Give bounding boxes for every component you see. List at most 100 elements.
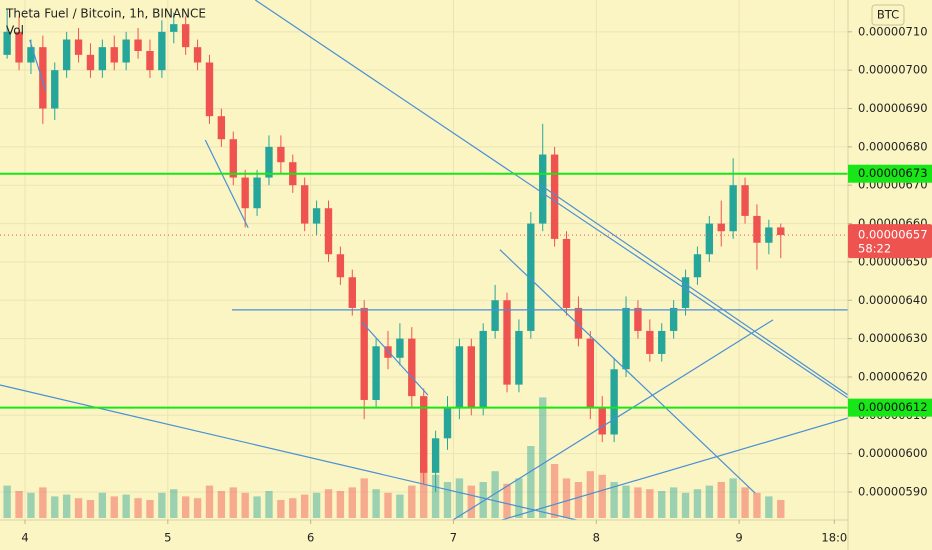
y-tick-label: 0.00000600: [858, 446, 928, 460]
x-tick-label: 6: [307, 531, 314, 545]
candle-body: [717, 223, 725, 232]
candle-body: [646, 330, 654, 354]
volume-bar: [658, 491, 666, 518]
candle-body: [503, 300, 511, 385]
volume-bar: [98, 492, 107, 518]
volume-bar: [634, 487, 642, 518]
volume-bar: [158, 492, 166, 518]
volume-bar: [348, 487, 356, 518]
candle-body: [777, 227, 785, 236]
x-tick-label: 7: [450, 531, 457, 545]
volume-bar: [408, 485, 416, 518]
volume-bar: [777, 500, 785, 518]
volume-bar: [193, 498, 202, 518]
y-tick-label: 0.00000640: [858, 293, 928, 307]
y-tick-label: 0.00000680: [858, 139, 928, 153]
candles: [3, 8, 785, 493]
trend-line: [499, 417, 848, 520]
trend-line: [451, 319, 774, 520]
candle-body: [146, 51, 154, 71]
candle-body: [62, 39, 71, 71]
candle-body: [443, 407, 452, 439]
candle-body: [324, 208, 333, 255]
candle-body: [181, 24, 190, 48]
candle-body: [336, 254, 345, 278]
volume-bar: [431, 474, 440, 518]
candle-body: [610, 369, 618, 435]
volume-bar: [729, 478, 737, 518]
candle-body: [39, 47, 47, 109]
countdown: 58:22: [858, 242, 891, 256]
volume-bar: [574, 482, 583, 518]
candle-body: [420, 396, 428, 473]
volume-bar: [550, 464, 559, 518]
candle-body: [122, 39, 130, 63]
y-tick-label: 0.00000710: [858, 24, 928, 38]
candle-body: [515, 330, 523, 385]
volume-bar: [384, 492, 392, 518]
level-label: 0.00000673: [858, 166, 928, 180]
candle-body: [455, 346, 464, 408]
x-tick-label: 8: [593, 531, 600, 545]
volume-bar: [146, 500, 154, 518]
candle-body: [170, 24, 178, 32]
candle-body: [193, 47, 202, 63]
candle-body: [562, 238, 571, 308]
volume-bar: [372, 489, 380, 518]
volume-bar: [586, 471, 595, 518]
volume-bar: [241, 492, 249, 518]
y-tick-label: 0.00000630: [858, 331, 928, 345]
volume-bar: [693, 489, 702, 518]
volume-bar: [515, 478, 523, 518]
candle-body: [741, 185, 749, 216]
volume-bar: [765, 496, 773, 518]
y-tick-label: 0.00000590: [858, 485, 928, 499]
volume-bar: [610, 482, 618, 518]
volume-bar: [265, 491, 273, 518]
volume-bar: [300, 494, 309, 518]
volume-bar: [527, 446, 535, 518]
candle-body: [360, 307, 368, 400]
candle-body: [527, 223, 535, 331]
y-tick-label: 0.00000690: [858, 101, 928, 115]
volume-pane: [3, 397, 785, 518]
currency-box[interactable]: [871, 4, 905, 26]
volume-bar: [479, 482, 487, 518]
level-label-box: [848, 164, 932, 183]
level-label-box: [848, 398, 932, 417]
volume-bar: [503, 483, 511, 518]
volume-bar: [717, 482, 725, 518]
grid: [0, 0, 848, 520]
candle-body: [384, 346, 392, 358]
volume-bar: [253, 496, 261, 518]
candle-body: [574, 307, 583, 339]
volume-bar: [134, 498, 142, 518]
candle-body: [253, 177, 261, 209]
currency[interactable]: BTC: [877, 8, 899, 22]
candle-body: [693, 254, 702, 278]
volume-bar: [86, 500, 95, 518]
volume-bar: [491, 471, 499, 518]
candle-body: [205, 62, 214, 117]
candle-body: [51, 70, 59, 109]
candle-body: [598, 407, 606, 435]
volume-bar: [455, 478, 464, 518]
candle-body: [431, 438, 440, 473]
volume-bar: [289, 498, 297, 518]
level-label: 0.00000612: [858, 400, 928, 414]
candle-body: [372, 346, 380, 400]
drawings: [0, 0, 848, 520]
candle-body: [408, 338, 416, 397]
volume-bar: [562, 478, 571, 518]
volume-label: Vol: [6, 24, 24, 38]
volume-bar: [74, 498, 83, 518]
x-tick-label: 18:0: [821, 531, 847, 545]
volume-bar: [705, 485, 714, 518]
candle-body: [134, 39, 142, 52]
volume-bar: [539, 397, 547, 518]
y-tick-label: 0.00000620: [858, 369, 928, 383]
candle-body: [669, 307, 678, 331]
candle-body: [229, 139, 237, 178]
candle-body: [539, 154, 547, 224]
volume-bar: [39, 487, 47, 518]
